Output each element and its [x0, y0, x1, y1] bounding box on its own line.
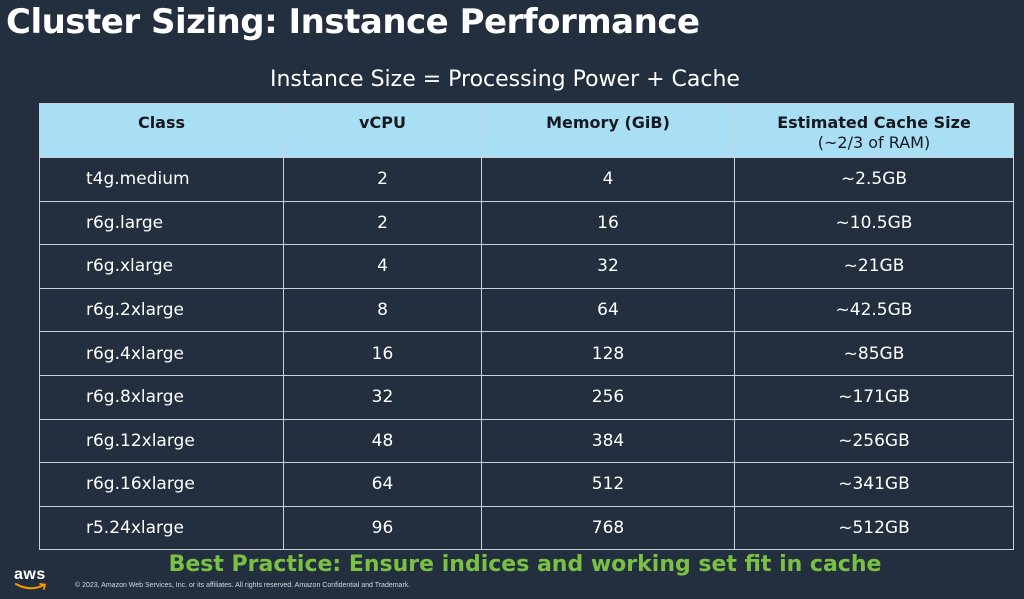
- cell-cache: ~42.5GB: [734, 287, 1014, 333]
- cell-cache: ~341GB: [734, 462, 1014, 507]
- header-class: Class: [39, 103, 284, 158]
- cell-memory: 16: [481, 200, 735, 246]
- cell-class: r6g.xlarge: [39, 244, 284, 289]
- header-cache: Estimated Cache Size (~2/3 of RAM): [734, 103, 1014, 158]
- cell-memory: 64: [481, 287, 735, 333]
- aws-smile-icon: [15, 583, 46, 590]
- cell-vcpu: 64: [283, 462, 482, 507]
- instance-sizing-table: Class vCPU Memory (GiB) Estimated Cache …: [39, 103, 1014, 551]
- cell-vcpu: 8: [283, 287, 482, 333]
- cell-vcpu: 96: [283, 505, 482, 551]
- table-row: r6g.12xlarge 48 384 ~256GB: [39, 418, 1014, 464]
- table-row: r6g.xlarge 4 32 ~21GB: [39, 244, 1014, 289]
- cell-memory: 128: [481, 331, 735, 376]
- header-cache-title: Estimated Cache Size: [777, 113, 971, 132]
- cell-memory: 384: [481, 418, 735, 464]
- header-memory: Memory (GiB): [481, 103, 735, 158]
- cell-cache: ~2.5GB: [734, 157, 1014, 202]
- slide-title: Cluster Sizing: Instance Performance: [6, 2, 700, 42]
- copyright-notice: © 2023, Amazon Web Services, Inc. or its…: [75, 582, 411, 589]
- cell-memory: 768: [481, 505, 735, 551]
- cell-memory: 512: [481, 462, 735, 507]
- cell-class: r6g.8xlarge: [39, 374, 284, 420]
- cell-class: r6g.large: [39, 200, 284, 246]
- cell-cache: ~256GB: [734, 418, 1014, 464]
- table-header-row: Class vCPU Memory (GiB) Estimated Cache …: [39, 103, 1014, 158]
- cell-memory: 256: [481, 374, 735, 420]
- table-row: r6g.2xlarge 8 64 ~42.5GB: [39, 287, 1014, 333]
- table-row: r5.24xlarge 96 768 ~512GB: [39, 505, 1014, 551]
- cell-vcpu: 16: [283, 331, 482, 376]
- slide-subtitle: Instance Size = Processing Power + Cache: [270, 67, 740, 92]
- table-row: r6g.large 2 16 ~10.5GB: [39, 200, 1014, 246]
- cell-class: r6g.12xlarge: [39, 418, 284, 464]
- header-vcpu: vCPU: [283, 103, 482, 158]
- cell-cache: ~10.5GB: [734, 200, 1014, 246]
- cell-vcpu: 4: [283, 244, 482, 289]
- cell-memory: 4: [481, 157, 735, 202]
- header-cache-subtitle: (~2/3 of RAM): [817, 133, 931, 152]
- cell-vcpu: 32: [283, 374, 482, 420]
- cell-class: r5.24xlarge: [39, 505, 284, 551]
- table-row: t4g.medium 2 4 ~2.5GB: [39, 157, 1014, 202]
- cell-class: r6g.16xlarge: [39, 462, 284, 507]
- table-row: r6g.4xlarge 16 128 ~85GB: [39, 331, 1014, 376]
- table-row: r6g.16xlarge 64 512 ~341GB: [39, 462, 1014, 507]
- cell-vcpu: 48: [283, 418, 482, 464]
- aws-logo-text: aws: [14, 566, 46, 583]
- cell-class: t4g.medium: [39, 157, 284, 202]
- cell-memory: 32: [481, 244, 735, 289]
- best-practice-callout: Best Practice: Ensure indices and workin…: [168, 552, 882, 577]
- cell-cache: ~171GB: [734, 374, 1014, 420]
- cell-cache: ~85GB: [734, 331, 1014, 376]
- cell-class: r6g.2xlarge: [39, 287, 284, 333]
- cell-vcpu: 2: [283, 200, 482, 246]
- cell-cache: ~512GB: [734, 505, 1014, 551]
- aws-logo: aws: [14, 566, 54, 594]
- table-row: r6g.8xlarge 32 256 ~171GB: [39, 374, 1014, 420]
- cell-cache: ~21GB: [734, 244, 1014, 289]
- cell-class: r6g.4xlarge: [39, 331, 284, 376]
- cell-vcpu: 2: [283, 157, 482, 202]
